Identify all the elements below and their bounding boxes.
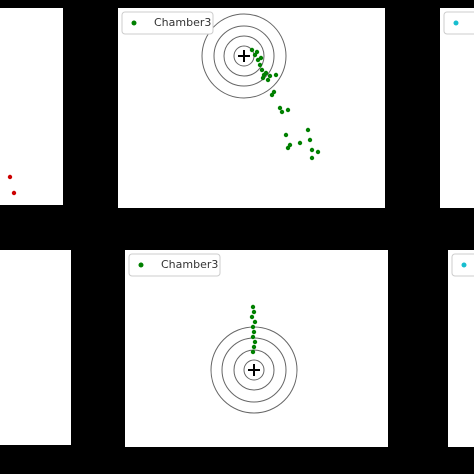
data-point <box>305 127 311 133</box>
plot-panel <box>448 250 474 447</box>
plot-panel: Chamber3 <box>118 8 385 208</box>
data-point <box>307 137 313 143</box>
data-point <box>279 109 285 115</box>
data-point <box>273 72 279 78</box>
data-point <box>265 77 271 83</box>
legend-box <box>128 253 221 277</box>
legend-marker <box>138 262 144 268</box>
data-point <box>297 140 303 146</box>
data-point <box>251 344 257 350</box>
data-point <box>252 319 258 325</box>
data-point <box>250 304 256 310</box>
data-point <box>258 55 264 61</box>
data-point <box>271 89 277 95</box>
target-center <box>238 50 250 62</box>
data-point <box>259 67 265 73</box>
plot-panel <box>0 8 63 205</box>
legend-marker <box>131 20 137 26</box>
data-point <box>250 324 256 330</box>
data-point <box>250 334 256 340</box>
legend-marker <box>461 262 467 268</box>
target-ring <box>233 349 275 391</box>
data-point <box>309 155 315 161</box>
data-point <box>250 349 256 355</box>
plot-panel <box>440 8 474 208</box>
legend-label: Chamber3 <box>154 16 211 29</box>
plot-panel <box>0 250 71 445</box>
data-point <box>11 190 17 196</box>
plot-panel: Chamber3 <box>125 250 388 447</box>
legend-box <box>121 11 214 35</box>
data-point <box>249 314 255 320</box>
data-point <box>283 132 289 138</box>
data-point <box>267 73 273 79</box>
target-ring <box>223 35 265 77</box>
data-point <box>257 62 263 68</box>
data-point <box>285 145 291 151</box>
target-center <box>248 364 260 376</box>
legend-label: Chamber3 <box>161 258 218 271</box>
data-point <box>315 149 321 155</box>
data-point <box>254 49 260 55</box>
legend-marker <box>453 20 459 26</box>
data-point <box>249 47 255 53</box>
legend-box <box>443 11 474 35</box>
data-point <box>263 70 269 76</box>
target-ring <box>243 359 265 381</box>
data-point <box>7 174 13 180</box>
data-point <box>309 147 315 153</box>
data-point <box>285 107 291 113</box>
data-point <box>252 339 258 345</box>
data-point <box>277 105 283 111</box>
data-point <box>251 329 257 335</box>
data-point <box>251 309 257 315</box>
data-point <box>260 75 266 81</box>
target-ring <box>201 13 287 99</box>
target-ring <box>213 25 275 87</box>
